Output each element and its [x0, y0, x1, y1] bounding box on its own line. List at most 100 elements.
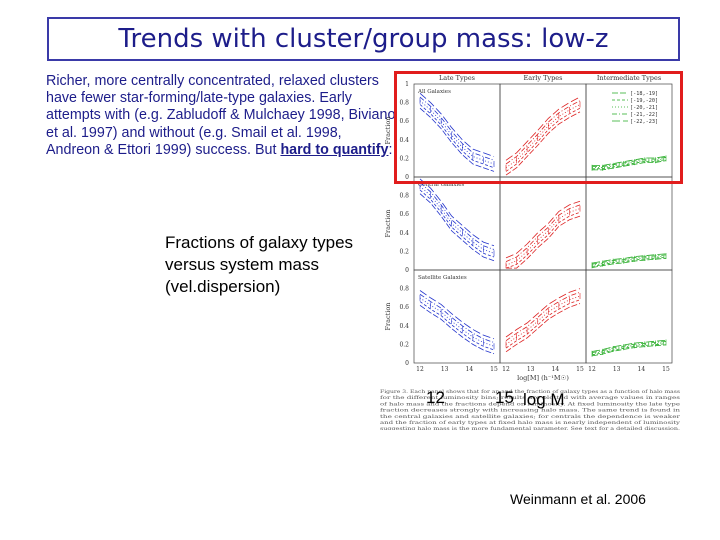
figure-panel: [585, 269, 673, 364]
column-title: Late Types: [439, 74, 475, 82]
overlay-axis-label: log M: [523, 390, 565, 409]
panel-row-label: Satellite Galaxies: [418, 275, 467, 281]
data-series-line: [592, 156, 667, 167]
data-series-line: [591, 344, 667, 357]
y-tick-label: 0.8: [399, 100, 409, 107]
overlay-tick-15: 15: [495, 388, 514, 407]
figure-caption-line: and the fraction of early types at fixed…: [380, 420, 681, 426]
y-tick-label: 0.8: [399, 193, 409, 200]
figure-panel: [413, 269, 501, 364]
legend-label: [-22,-23]: [630, 119, 658, 125]
figure-caption-line: suggesting halo mass is the more fundame…: [380, 426, 681, 430]
data-series-line: [505, 204, 581, 262]
x-tick-label: 15: [576, 366, 584, 373]
y-tick-label: 0: [405, 267, 409, 274]
credit-text: Weinmann et al. 2006: [510, 491, 646, 507]
data-series-line: [592, 160, 667, 171]
data-series-line: [419, 92, 495, 157]
data-series-line: [419, 290, 495, 340]
legend-label: [-21,-22]: [630, 112, 658, 118]
x-tick-label: 14: [552, 366, 560, 373]
data-series-line: [505, 291, 581, 342]
panel-row-label: All Galaxies: [417, 89, 451, 95]
figure-svg: Late Types Early Types Intermediate Types […: [380, 74, 681, 430]
figure-caption-line: fraction decreases strongly with increas…: [380, 408, 680, 414]
y-tick-label: 0: [405, 360, 409, 367]
x-tick-label: 12: [588, 366, 596, 373]
data-series-line: [419, 182, 495, 250]
data-series-line: [591, 339, 667, 352]
panel-row-label: Central Galaxies: [418, 182, 464, 188]
title-box: Trends with cluster/group mass: low-z: [47, 17, 680, 61]
data-series-line: [591, 253, 667, 264]
legend-label: [-18,-19]: [630, 91, 658, 97]
data-series-line: [419, 301, 495, 351]
legend-label: [-19,-20]: [630, 98, 658, 104]
data-series-line: [505, 288, 581, 338]
emphasis-text: hard to quantify: [280, 141, 389, 158]
x-tick-label: 15: [662, 366, 670, 373]
y-tick-label: 0.6: [399, 211, 409, 218]
y-axis-label: Fraction: [384, 210, 392, 238]
data-series-line: [419, 189, 495, 258]
data-series-line: [591, 255, 667, 266]
y-tick-label: 0.2: [399, 248, 409, 255]
y-tick-label: 0: [405, 174, 409, 181]
figure-caption: Fractions of galaxy types versus system …: [165, 233, 354, 296]
data-series-line: [419, 297, 495, 347]
data-series-line: [591, 257, 667, 268]
data-series-line: [505, 299, 581, 349]
y-tick-label: 1: [405, 81, 409, 88]
y-tick-label: 0.8: [399, 286, 409, 293]
data-series-line: [419, 96, 495, 161]
x-tick-label: 12: [502, 366, 510, 373]
figure-panel: [585, 176, 673, 271]
paper-figure: Late Types Early Types Intermediate Types […: [380, 70, 690, 430]
data-series-line: [505, 295, 581, 345]
figure-caption-line: the central galaxies and satellite galax…: [380, 414, 681, 420]
data-series-line: [419, 107, 495, 172]
data-series-line: [591, 343, 667, 356]
y-tick-label: 0.6: [399, 304, 409, 311]
figure-caption-line: Figure 3. Each panel shows that for an a…: [380, 389, 681, 395]
y-axis-label: Fraction: [384, 303, 392, 331]
figure-caption-line: of halo mass and the fractions depend on…: [380, 401, 680, 407]
data-series-line: [506, 215, 581, 269]
x-axis-label: log[M] (h⁻¹M☉): [517, 374, 569, 382]
legend-label: [-20,-21]: [630, 105, 658, 111]
y-tick-label: 0.4: [399, 323, 409, 330]
x-tick-label: 13: [441, 366, 449, 373]
overlay-tick-12: 12: [426, 388, 445, 407]
data-series-line: [419, 293, 495, 343]
data-series-line: [505, 96, 581, 161]
data-series-line: [505, 111, 581, 176]
column-title: Intermediate Types: [597, 74, 661, 82]
slide-title: Trends with cluster/group mass: low-z: [118, 24, 609, 54]
data-series-line: [591, 341, 667, 353]
intro-text: Richer, more centrally concentrated, rel…: [46, 73, 396, 158]
figure-panel: [413, 176, 501, 271]
x-tick-label: 14: [466, 366, 474, 373]
x-tick-label: 15: [490, 366, 498, 373]
figure-caption-line: for the different luminosity bins; resul…: [380, 395, 681, 401]
data-series-line: [505, 211, 581, 269]
figure-panel: [499, 269, 587, 364]
y-tick-label: 0.2: [399, 341, 409, 348]
intro-end: :: [388, 141, 393, 158]
data-series-line: [592, 159, 667, 170]
data-series-line: [592, 158, 667, 169]
x-tick-label: 13: [613, 366, 621, 373]
y-tick-label: 0.6: [399, 118, 409, 125]
y-tick-label: 0.4: [399, 137, 409, 144]
highlight-box: [394, 71, 683, 184]
data-series-line: [591, 342, 667, 355]
data-series-line: [591, 254, 667, 265]
data-series-line: [592, 155, 667, 166]
intro-paragraph: Richer, more centrally concentrated, rel…: [46, 73, 396, 159]
data-series-line: [419, 104, 495, 169]
x-tick-label: 13: [527, 366, 535, 373]
data-series-line: [419, 185, 495, 254]
data-series-line: [419, 178, 495, 247]
x-tick-label: 14: [638, 366, 646, 373]
figure-panel: [499, 176, 587, 271]
